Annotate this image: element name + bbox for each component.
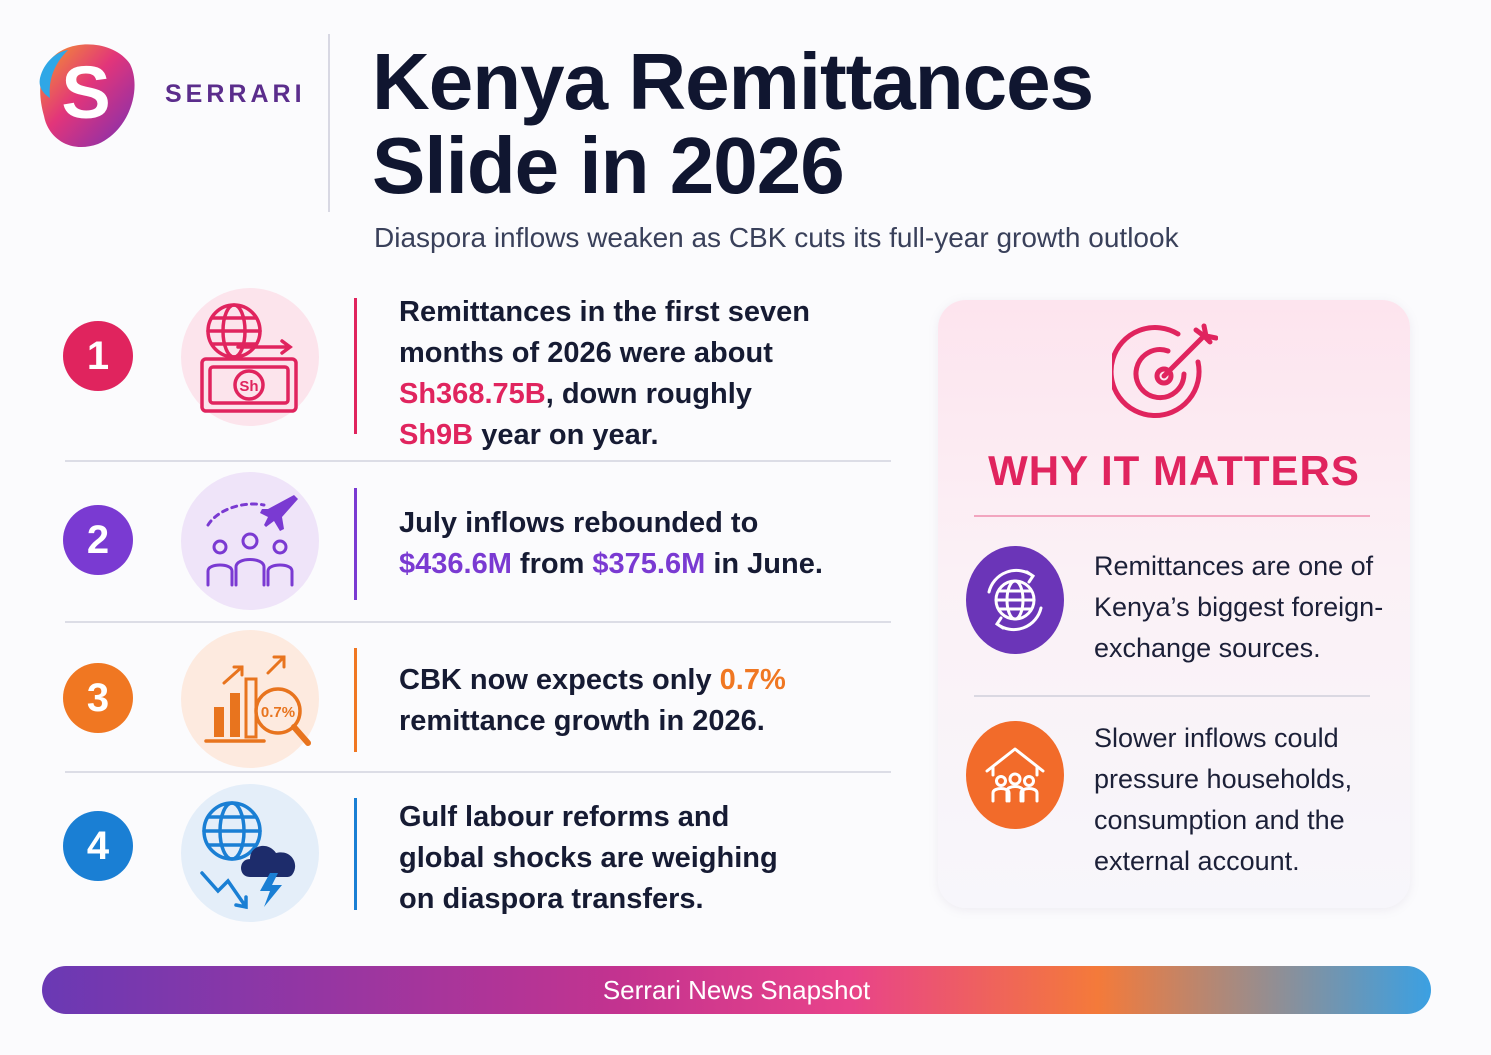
globe-exchange-icon [987, 568, 1043, 632]
highlight-value: Sh368.75B [399, 378, 546, 410]
panel-heading-rule [974, 515, 1370, 517]
footer-label: Serrari News Snapshot [602, 974, 871, 1005]
point-4-line-2: global shocks are weighing [399, 842, 778, 874]
matters-icon-circle-2 [966, 721, 1064, 829]
row-separator [65, 621, 891, 623]
point-2-line-1: July inflows rebounded to [399, 507, 759, 539]
highlight-value: $375.6M [592, 548, 706, 580]
point-1-line-2: months of 2026 were about [399, 337, 773, 369]
title-line-1: Kenya Remittances [372, 37, 1094, 126]
point-icon-circle-3: 0.7% [181, 630, 319, 768]
title-line-2: Slide in 2026 [372, 121, 845, 210]
point-number-badge-2: 2 [63, 505, 133, 575]
page-subtitle: Diaspora inflows weaken as CBK cuts its … [374, 222, 1179, 253]
point-divider-3 [354, 648, 357, 752]
house-family-icon [985, 747, 1045, 803]
bar-chart-magnifier-icon: 0.7% [204, 655, 311, 746]
point-text-1: Remittances in the first seven months of… [399, 292, 810, 456]
point-1-line-1: Remittances in the first seven [399, 296, 810, 328]
point-text-2: July inflows rebounded to $436.6M from $… [399, 503, 823, 585]
globe-banknote-icon: Sh [200, 303, 298, 413]
point-4-line-3: on diaspora transfers. [399, 883, 704, 915]
point-divider-1 [354, 298, 357, 434]
point-1-line-4: Sh9B year on year. [399, 419, 659, 451]
serrari-logo: S [34, 38, 138, 150]
highlight-value: Sh9B [399, 419, 474, 451]
point-number-badge-3: 3 [63, 663, 133, 733]
point-text-4: Gulf labour reforms and global shocks ar… [399, 797, 778, 920]
point-4-line-1: Gulf labour reforms and [399, 801, 730, 833]
point-3-line-2: remittance growth in 2026. [399, 705, 765, 737]
svg-text:Sh: Sh [239, 378, 258, 395]
row-separator [65, 771, 891, 773]
why-it-matters-heading: WHY IT MATTERS [988, 447, 1360, 494]
matters-text-2: Slower inflows could pressure households… [1094, 723, 1353, 876]
point-2-line-2: $436.6M from $375.6M in June. [399, 548, 823, 580]
plane-people-icon [206, 495, 298, 587]
svg-text:S: S [61, 51, 110, 134]
header-divider [328, 34, 330, 212]
point-icon-circle-4 [181, 784, 319, 922]
point-divider-2 [354, 488, 357, 600]
footer-banner: Serrari News Snapshot [42, 966, 1431, 1014]
point-divider-4 [354, 798, 357, 910]
target-icon [1108, 322, 1219, 428]
row-separator [65, 460, 891, 462]
point-3-line-1: CBK now expects only 0.7% [399, 664, 786, 696]
highlight-value: $436.6M [399, 548, 512, 580]
matters-text-1: Remittances are one of Kenya’s biggest f… [1094, 551, 1384, 663]
matters-icon-circle-1 [966, 546, 1064, 654]
svg-text:0.7%: 0.7% [261, 704, 295, 721]
point-number-badge-4: 4 [63, 811, 133, 881]
globe-storm-icon [200, 801, 296, 910]
point-1-line-3: Sh368.75B, down roughly [399, 378, 752, 410]
highlight-value: 0.7% [719, 664, 786, 696]
point-icon-circle-1: Sh [181, 288, 319, 426]
page-title: Kenya Remittances Slide in 2026 [372, 37, 1094, 210]
point-number-badge-1: 1 [63, 321, 133, 391]
point-text-3: CBK now expects only 0.7% remittance gro… [399, 660, 786, 742]
point-icon-circle-2 [181, 472, 319, 610]
brand-name: SERRARI [165, 80, 306, 108]
panel-item-separator [974, 695, 1370, 697]
